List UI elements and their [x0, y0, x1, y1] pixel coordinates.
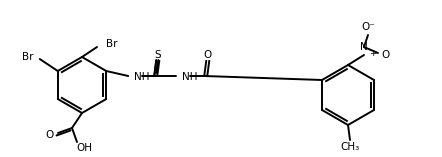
Text: O: O [45, 130, 53, 140]
Text: O: O [382, 50, 390, 60]
Text: NH: NH [182, 72, 198, 82]
Text: Br: Br [106, 39, 118, 49]
Text: +: + [369, 49, 377, 57]
Text: O: O [203, 50, 211, 60]
Text: OH: OH [76, 143, 92, 153]
Text: Br: Br [22, 52, 34, 62]
Text: CH₃: CH₃ [340, 142, 360, 152]
Text: N: N [360, 42, 368, 52]
Text: O⁻: O⁻ [361, 22, 375, 32]
Text: NH: NH [134, 72, 150, 82]
Text: S: S [154, 50, 160, 60]
